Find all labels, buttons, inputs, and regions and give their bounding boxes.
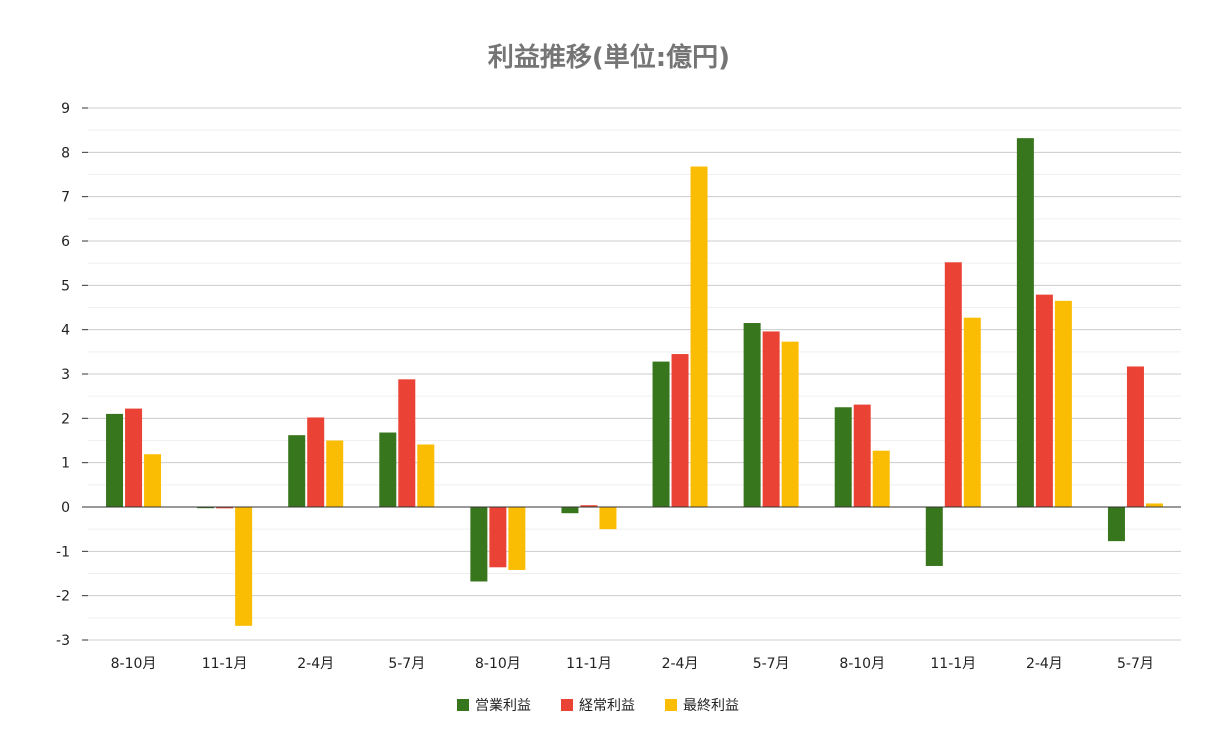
bar-1-2 xyxy=(197,507,215,509)
bar-1-5 xyxy=(470,507,488,582)
x-category-label: 8-10月 xyxy=(839,656,885,672)
bar-3-1 xyxy=(144,454,162,507)
bar-2-10 xyxy=(944,262,962,507)
bar-2-11 xyxy=(1035,294,1053,507)
x-axis-categories: 8-10月 11-1月 2-4月 5-7月 8-10月 11-1月 2-4月 5-7月 8-10… xyxy=(111,656,1154,672)
bar-3-6 xyxy=(599,507,617,530)
bar-1-6 xyxy=(561,507,579,514)
bar-3-7 xyxy=(690,166,708,507)
x-category-label: 5-7月 xyxy=(388,656,425,672)
x-category-label: 11-1月 xyxy=(202,656,248,672)
legend-swatch-3 xyxy=(665,699,677,711)
bar-2-7 xyxy=(671,354,689,507)
bar-3-11 xyxy=(1054,300,1072,507)
x-category-label: 2-4月 xyxy=(662,656,699,672)
bar-3-9 xyxy=(872,450,890,507)
y-tick-label: 5 xyxy=(61,278,70,294)
bar-3-5 xyxy=(508,507,526,570)
legend: 営業利益 経常利益 最終利益 xyxy=(457,698,739,714)
y-tick-label: 0 xyxy=(61,500,70,516)
bar-3-8 xyxy=(781,341,799,507)
y-tick-label: 2 xyxy=(61,411,70,427)
bar-1-11 xyxy=(1016,138,1034,507)
bar-3-10 xyxy=(963,317,981,507)
legend-label-1: 営業利益 xyxy=(475,698,531,714)
y-tick-label: -2 xyxy=(56,589,70,605)
bar-1-3 xyxy=(288,435,306,507)
bars xyxy=(106,138,1163,626)
bar-3-12 xyxy=(1145,503,1163,507)
chart-title: 利益推移(単位:億円) xyxy=(488,42,730,73)
x-category-label: 2-4月 xyxy=(1026,656,1063,672)
bar-3-4 xyxy=(417,444,435,507)
bar-2-2 xyxy=(216,507,234,509)
y-tick-label: 3 xyxy=(61,367,70,383)
bar-2-5 xyxy=(489,507,507,568)
x-category-label: 5-7月 xyxy=(1117,656,1154,672)
bar-1-12 xyxy=(1107,507,1125,542)
bar-1-4 xyxy=(379,432,397,507)
gridlines xyxy=(88,107,1181,641)
x-category-label: 11-1月 xyxy=(566,656,612,672)
y-tick-label: 8 xyxy=(61,145,70,161)
x-category-label: 8-10月 xyxy=(475,656,521,672)
bar-3-2 xyxy=(235,507,253,626)
bar-1-9 xyxy=(834,407,852,507)
y-tick-label: 6 xyxy=(61,234,70,250)
bar-1-7 xyxy=(652,361,670,507)
bar-2-12 xyxy=(1126,366,1144,507)
legend-label-2: 経常利益 xyxy=(579,698,635,714)
bar-1-10 xyxy=(925,507,943,566)
legend-swatch-2 xyxy=(561,699,573,711)
bar-2-1 xyxy=(125,408,143,507)
x-category-label: 2-4月 xyxy=(297,656,334,672)
bar-1-1 xyxy=(106,413,124,507)
y-axis-ticks: -3 -2 -1 0 1 2 3 4 5 6 7 8 9 xyxy=(56,101,88,649)
bar-3-3 xyxy=(326,440,344,507)
y-tick-label: 7 xyxy=(61,190,70,206)
bar-2-6 xyxy=(580,505,598,507)
x-category-label: 5-7月 xyxy=(753,656,790,672)
bar-2-8 xyxy=(762,331,780,507)
y-tick-label: 4 xyxy=(61,323,70,339)
y-tick-label: -1 xyxy=(56,544,70,560)
y-tick-label: -3 xyxy=(56,633,70,649)
bar-2-3 xyxy=(307,417,325,507)
bar-2-9 xyxy=(853,404,871,507)
bar-2-4 xyxy=(398,379,416,507)
y-tick-label: 9 xyxy=(61,101,70,117)
legend-swatch-1 xyxy=(457,699,469,711)
x-category-label: 11-1月 xyxy=(930,656,976,672)
bar-1-8 xyxy=(743,323,761,507)
x-category-label: 8-10月 xyxy=(111,656,157,672)
legend-label-3: 最終利益 xyxy=(683,698,739,714)
y-tick-label: 1 xyxy=(61,456,70,472)
